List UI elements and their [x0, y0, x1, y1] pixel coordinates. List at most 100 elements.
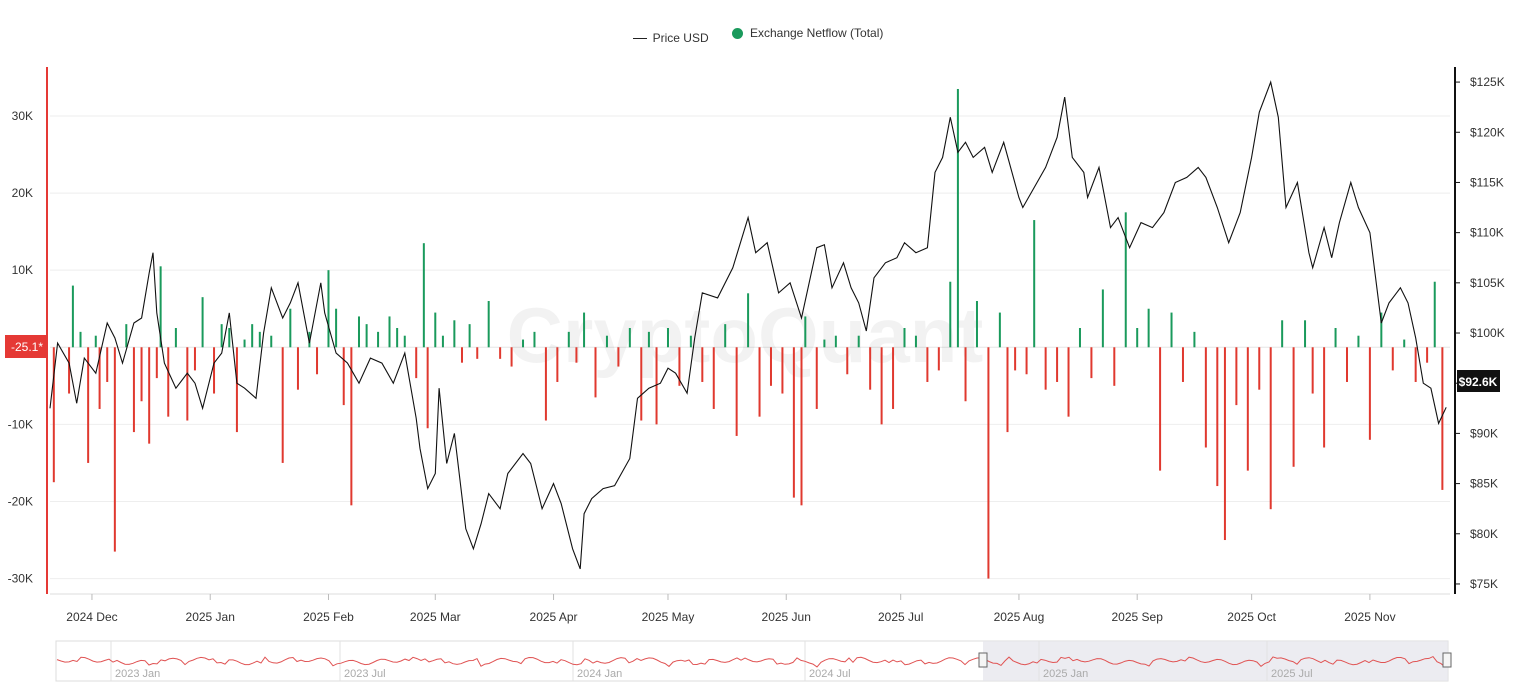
range-navigator[interactable]: 2023 Jan 2023 Jul 2024 Jan 2024 Jul 2025 Jan…	[55, 640, 1452, 682]
netflow-bar	[628, 328, 631, 348]
netflow-bar	[804, 316, 807, 348]
netflow-bar	[1380, 312, 1383, 348]
netflow-bar	[869, 347, 872, 390]
netflow-bar	[79, 331, 82, 348]
netflow-bar	[499, 347, 502, 359]
netflow-bar	[834, 335, 837, 348]
x-tick-label: 2025 Jul	[878, 610, 923, 624]
netflow-bar	[655, 347, 658, 425]
netflow-bar	[213, 347, 216, 394]
netflow-bar	[1441, 347, 1444, 490]
right-tick-label: $100K	[1470, 326, 1505, 340]
netflow-bar	[1044, 347, 1047, 390]
netflow-bar	[193, 347, 196, 371]
netflow-bar	[327, 270, 330, 348]
netflow-bar	[186, 347, 189, 421]
netflow-bar	[251, 324, 254, 348]
netflow-bar	[388, 316, 391, 348]
netflow-bar	[342, 347, 345, 406]
netflow-bar	[1006, 347, 1009, 433]
netflow-bar	[666, 328, 669, 348]
netflow-bar	[1433, 281, 1436, 348]
netflow-bar	[289, 308, 292, 348]
left-tick-label: -30K	[8, 572, 33, 586]
netflow-bar	[1258, 347, 1261, 390]
netflow-bar	[1334, 328, 1337, 348]
legend-item-netflow[interactable]: Exchange Netflow (Total)	[731, 26, 883, 40]
netflow-bar	[98, 347, 101, 409]
left-value-badge: -25.1*	[5, 335, 48, 358]
netflow-bar	[113, 347, 116, 552]
netflow-bar	[140, 347, 143, 402]
navigator-line	[56, 655, 1446, 668]
right-value-badge: $92.6K	[1457, 370, 1500, 392]
chart-legend: Price USD Exchange Netflow (Total)	[0, 26, 1516, 45]
netflow-bar	[377, 331, 380, 348]
navigator-left-handle[interactable]	[978, 652, 988, 668]
netflow-dot-swatch	[731, 27, 743, 39]
navigator-label: 2025 Jan	[1043, 668, 1088, 680]
netflow-bar	[815, 347, 818, 409]
x-tick-label: 2025 Sep	[1111, 610, 1163, 624]
netflow-bar	[201, 297, 204, 348]
navigator-label: 2023 Jul	[344, 668, 386, 680]
netflow-bar	[1170, 312, 1173, 348]
right-tick-label: $120K	[1470, 125, 1505, 139]
left-tick-label: 10K	[12, 263, 33, 277]
navigator-selected-range[interactable]	[983, 641, 1448, 681]
netflow-bar	[1304, 320, 1307, 348]
netflow-bar	[94, 335, 97, 348]
netflow-bar	[533, 331, 536, 348]
netflow-bar	[1067, 347, 1070, 417]
x-tick-label: 2025 Aug	[994, 610, 1045, 624]
netflow-bar	[1025, 347, 1028, 375]
netflow-bar	[1223, 347, 1226, 541]
netflow-bar	[998, 312, 1001, 348]
x-tick-label: 2025 Feb	[303, 610, 354, 624]
netflow-bar	[1147, 308, 1150, 348]
netflow-bar	[1246, 347, 1249, 471]
navigator-right-handle[interactable]	[1442, 652, 1452, 668]
netflow-bar	[701, 347, 704, 382]
x-tick-label: 2025 Nov	[1344, 610, 1395, 624]
netflow-bar	[1216, 347, 1219, 487]
netflow-bar	[617, 347, 620, 367]
netflow-bar	[1414, 347, 1417, 382]
netflow-bar	[71, 285, 74, 348]
right-tick-label: $115K	[1470, 175, 1504, 189]
netflow-bar	[350, 347, 353, 506]
netflow-bar	[769, 347, 772, 386]
netflow-bar	[1090, 347, 1093, 379]
netflow-bar	[792, 347, 795, 498]
netflow-bar	[403, 335, 406, 348]
right-tick-label: $90K	[1470, 426, 1498, 440]
x-tick-label: 2025 Jun	[762, 610, 811, 624]
netflow-bar	[724, 324, 727, 348]
x-tick-label: 2025 Mar	[410, 610, 461, 624]
netflow-bar	[476, 347, 479, 359]
netflow-bar	[1078, 328, 1081, 348]
netflow-bar	[1235, 347, 1238, 406]
netflow-bar	[174, 328, 177, 348]
price-line	[49, 80, 1447, 570]
right-tick-label: $80K	[1470, 527, 1498, 541]
netflow-bar	[1056, 347, 1059, 382]
netflow-bar	[1368, 347, 1371, 440]
netflow-bar	[575, 347, 578, 363]
netflow-bar	[583, 312, 586, 348]
netflow-bar	[544, 347, 547, 421]
right-badge-text: $92.6K	[1459, 375, 1498, 389]
netflow-bar	[1346, 347, 1349, 382]
netflow-bar	[167, 347, 170, 417]
legend-item-price[interactable]: Price USD	[632, 31, 709, 45]
netflow-bar	[1014, 347, 1017, 371]
right-tick-label: $110K	[1470, 226, 1504, 240]
netflow-bar	[1403, 339, 1406, 348]
price-line-swatch	[632, 37, 647, 39]
netflow-bar	[308, 331, 311, 348]
right-tick-label: $125K	[1470, 75, 1505, 89]
left-tick-label: 30K	[12, 109, 33, 123]
netflow-bar	[1033, 220, 1036, 348]
netflow-bar	[228, 328, 231, 348]
